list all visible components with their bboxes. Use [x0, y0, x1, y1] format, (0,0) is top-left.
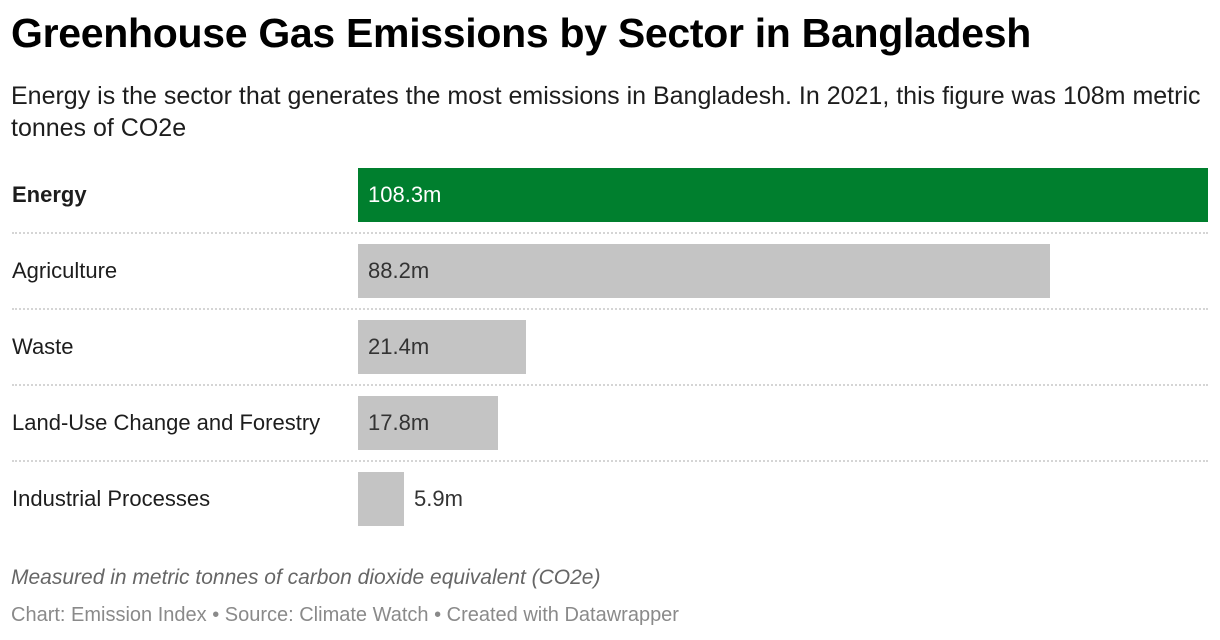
row-divider [12, 384, 1208, 386]
chart-title: Greenhouse Gas Emissions by Sector in Ba… [11, 10, 1032, 56]
bar [358, 396, 498, 450]
bar-row: Land-Use Change and Forestry 17.8m [12, 396, 1208, 472]
value-label: 17.8m [368, 410, 430, 435]
bar-row: Industrial Processes 5.9m [12, 472, 1208, 548]
bar-row: Energy 108.3m [12, 168, 1208, 244]
bar [358, 320, 526, 374]
value-label: 88.2m [368, 258, 430, 283]
row-divider [12, 460, 1208, 462]
bar [358, 168, 1208, 222]
value-label: 108.3m [368, 182, 442, 207]
chart-subtitle: Energy is the sector that generates the … [11, 82, 1201, 142]
category-label: Energy [12, 182, 87, 207]
category-label: Industrial Processes [12, 486, 211, 511]
category-label: Agriculture [12, 258, 118, 283]
bar-row: Waste 21.4m [12, 320, 1208, 396]
value-label: 21.4m [368, 334, 430, 359]
category-label: Waste [12, 334, 74, 359]
category-label: Land-Use Change and Forestry [12, 410, 321, 435]
value-label: 5.9m [414, 486, 463, 511]
row-divider [12, 308, 1208, 310]
bar-row: Agriculture 88.2m [12, 244, 1208, 320]
bar-chart: Energy 108.3m Agriculture 88.2m Waste 21… [12, 168, 1208, 548]
row-divider [12, 232, 1208, 234]
chart-source: Chart: Emission Index • Source: Climate … [11, 604, 679, 626]
chart-notes: Measured in metric tonnes of carbon diox… [11, 566, 601, 589]
bar [358, 244, 1050, 298]
bar [358, 472, 404, 526]
